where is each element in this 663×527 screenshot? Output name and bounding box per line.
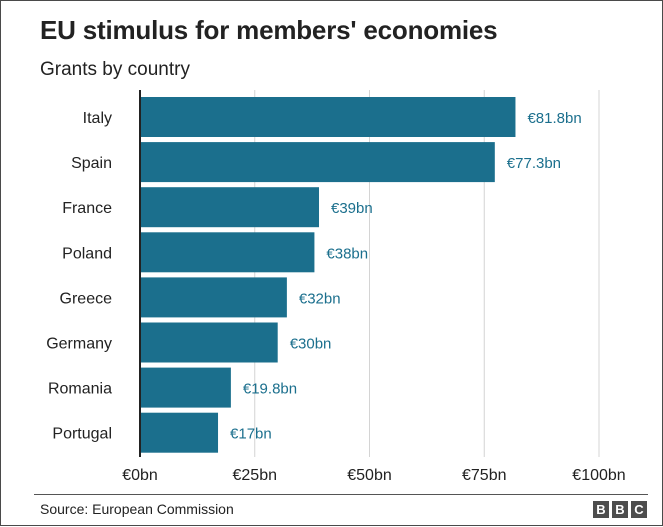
source-note: Source: European Commission <box>40 501 234 517</box>
bar <box>140 232 315 273</box>
data-label: €77.3bn <box>507 155 561 172</box>
category-label: Poland <box>62 245 112 262</box>
x-tick-label: €0bn <box>122 467 158 484</box>
bar <box>140 412 219 453</box>
category-label: Greece <box>60 290 113 307</box>
data-label: €32bn <box>299 290 341 307</box>
bar <box>140 97 516 137</box>
bar <box>140 367 231 408</box>
x-tick-label: €25bn <box>233 467 278 484</box>
bar <box>140 187 320 228</box>
category-label: Romania <box>48 381 112 398</box>
bbc-logo: B B C <box>593 501 647 518</box>
data-label: €81.8bn <box>527 110 581 127</box>
category-label: Italy <box>83 110 112 127</box>
data-label: €39bn <box>331 200 373 217</box>
chart-subtitle: Grants by country <box>40 59 190 80</box>
category-label: Spain <box>71 155 112 172</box>
bbc-logo-letter: B <box>612 501 628 518</box>
bar <box>140 277 287 318</box>
data-label: €38bn <box>326 245 368 262</box>
category-label: Germany <box>46 336 112 353</box>
bar <box>140 322 278 363</box>
data-label: €30bn <box>290 336 332 353</box>
data-label: €17bn <box>230 426 272 443</box>
x-tick-label: €75bn <box>462 467 507 484</box>
chart-title: EU stimulus for members' economies <box>40 15 498 45</box>
category-label: Portugal <box>52 426 112 443</box>
x-tick-label: €100bn <box>572 467 625 484</box>
data-label: €19.8bn <box>243 381 297 398</box>
x-tick-label: €50bn <box>347 467 392 484</box>
bar <box>140 142 495 183</box>
bbc-logo-letter: C <box>631 501 647 518</box>
bbc-logo-letter: B <box>593 501 609 518</box>
category-label: France <box>62 200 112 217</box>
footer-divider <box>34 494 648 495</box>
